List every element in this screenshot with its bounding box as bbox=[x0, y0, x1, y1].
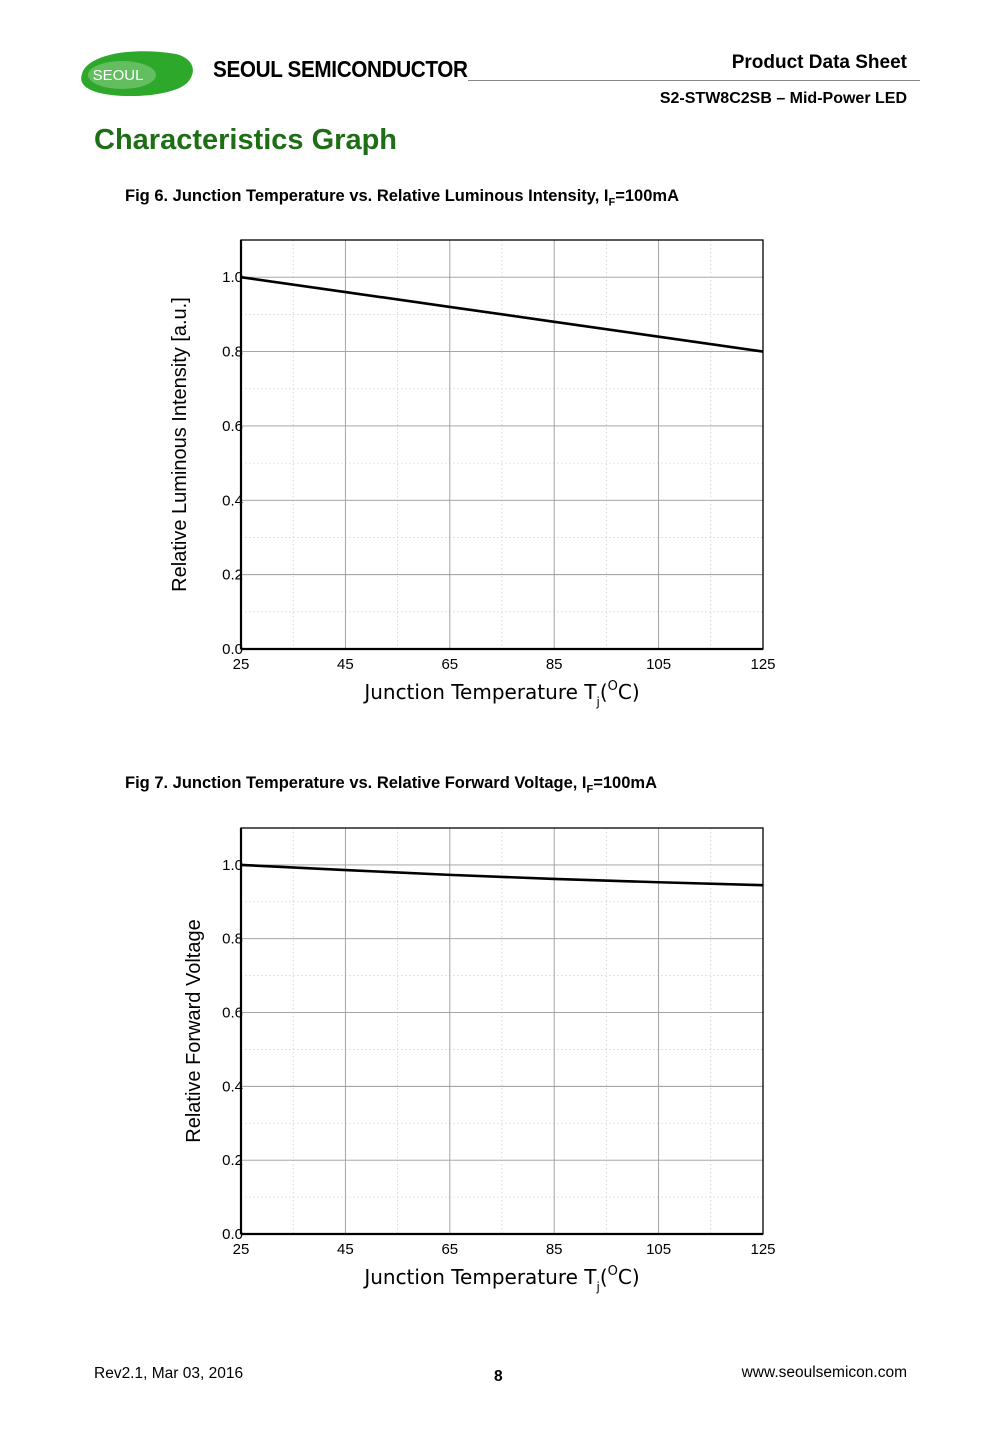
y-tick-label: 0.0 bbox=[222, 641, 243, 658]
chart-luminous-intensity: 0.0 0.2 0.4 0.6 0.8 1.0 25 45 65 85 105 125 Junction… bbox=[169, 239, 776, 709]
y-axis-label: Relative Luminous Intensity [a.u.] bbox=[169, 297, 191, 592]
page-number: 8 bbox=[494, 1368, 503, 1385]
x-axis-label: Junction Temperature Tj(OC) bbox=[362, 1264, 639, 1294]
seoul-logo: SEOUL bbox=[81, 51, 193, 96]
y-tick-label: 0.4 bbox=[222, 492, 243, 509]
y-tick-label: 0.8 bbox=[222, 931, 243, 948]
chart-forward-voltage: 0.0 0.2 0.4 0.6 0.8 1.0 25 45 65 85 105 125 Junction… bbox=[183, 827, 776, 1294]
footer-revision: Rev2.1, Mar 03, 2016 bbox=[94, 1365, 244, 1382]
doc-type: Product Data Sheet bbox=[731, 52, 907, 73]
x-tick-label: 65 bbox=[441, 656, 458, 673]
x-axis-label: Junction Temperature Tj(OC) bbox=[362, 679, 639, 709]
product-name: S2-STW8C2SB – Mid-Power LED bbox=[659, 90, 907, 107]
y-tick-label: 0.6 bbox=[222, 1005, 243, 1022]
fig7-caption: Fig 7. Junction Temperature vs. Relative… bbox=[125, 774, 658, 796]
footer-website: www.seoulsemicon.com bbox=[741, 1364, 907, 1381]
company-name: SEOUL SEMICONDUCTOR bbox=[213, 56, 468, 82]
y-tick-label: 1.0 bbox=[222, 857, 243, 874]
y-tick-label: 0.2 bbox=[222, 567, 243, 584]
x-tick-label: 65 bbox=[441, 1241, 458, 1258]
y-tick-label: 0.6 bbox=[222, 418, 243, 435]
y-tick-label: 0.2 bbox=[222, 1152, 243, 1169]
x-tick-label: 25 bbox=[233, 1241, 250, 1258]
header-divider bbox=[468, 80, 920, 81]
x-tick-label: 125 bbox=[750, 1241, 775, 1258]
x-tick-label: 45 bbox=[337, 1241, 354, 1258]
x-tick-label: 125 bbox=[750, 656, 775, 673]
logo-text: SEOUL bbox=[93, 67, 144, 84]
y-axis-label: Relative Forward Voltage bbox=[183, 919, 205, 1142]
fig6-caption: Fig 6. Junction Temperature vs. Relative… bbox=[125, 187, 679, 209]
y-tick-label: 0.0 bbox=[222, 1226, 243, 1243]
x-tick-label: 85 bbox=[546, 1241, 563, 1258]
x-tick-label: 105 bbox=[646, 1241, 671, 1258]
x-tick-label: 45 bbox=[337, 656, 354, 673]
y-tick-label: 0.8 bbox=[222, 344, 243, 361]
y-tick-label: 0.4 bbox=[222, 1078, 243, 1095]
x-tick-label: 25 bbox=[233, 656, 250, 673]
data-line bbox=[240, 275, 764, 353]
x-tick-label: 105 bbox=[646, 656, 671, 673]
y-tick-label: 1.0 bbox=[222, 269, 243, 286]
x-tick-label: 85 bbox=[546, 656, 563, 673]
data-line bbox=[240, 863, 764, 887]
section-title: Characteristics Graph bbox=[94, 124, 398, 156]
